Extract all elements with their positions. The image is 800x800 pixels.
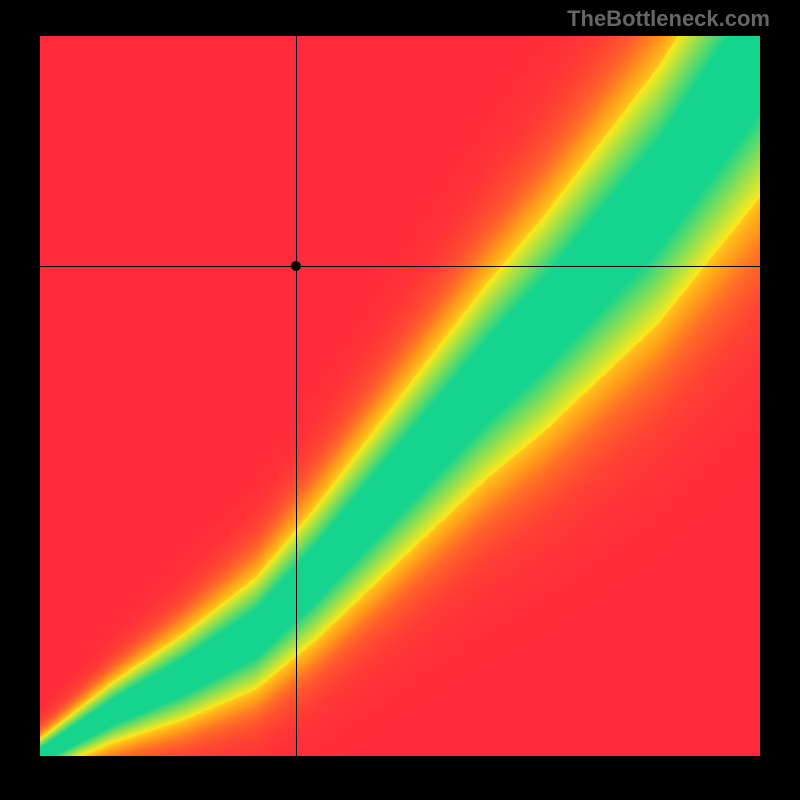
crosshair-vertical — [296, 36, 297, 756]
crosshair-marker — [291, 261, 301, 271]
chart-container: { "watermark": "TheBottleneck.com", "cha… — [0, 0, 800, 800]
watermark-text: TheBottleneck.com — [567, 6, 770, 32]
crosshair-horizontal — [40, 266, 760, 267]
heatmap-plot — [40, 36, 760, 756]
heatmap-canvas — [40, 36, 760, 756]
